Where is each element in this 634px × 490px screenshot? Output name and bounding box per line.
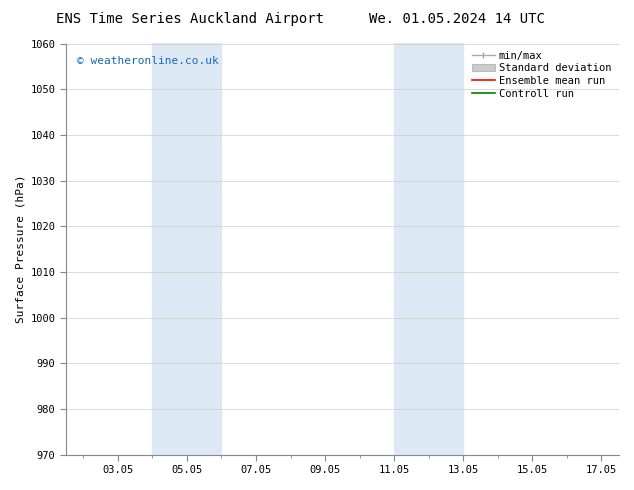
Text: © weatheronline.co.uk: © weatheronline.co.uk: [77, 56, 219, 66]
Bar: [152, 44, 221, 455]
Text: ENS Time Series Auckland Airport: ENS Time Series Auckland Airport: [56, 12, 324, 26]
Bar: [394, 44, 463, 455]
Text: We. 01.05.2024 14 UTC: We. 01.05.2024 14 UTC: [368, 12, 545, 26]
Legend: min/max, Standard deviation, Ensemble mean run, Controll run: min/max, Standard deviation, Ensemble me…: [468, 47, 616, 103]
Y-axis label: Surface Pressure (hPa): Surface Pressure (hPa): [15, 175, 25, 323]
